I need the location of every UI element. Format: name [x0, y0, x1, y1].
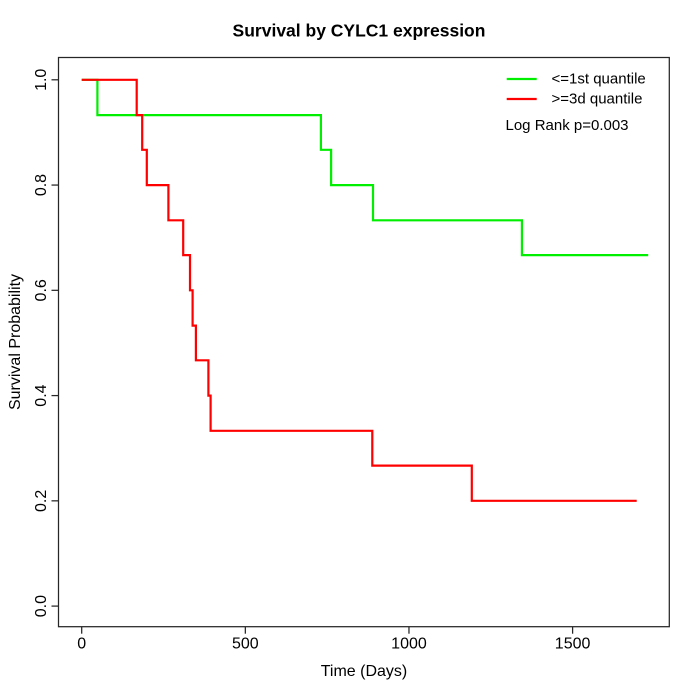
y-axis-label: Survival Probability	[7, 273, 24, 411]
y-axis-tick-label: 0.4	[33, 384, 50, 406]
y-axis-tick-label: 0.0	[33, 595, 50, 617]
x-axis-tick-label: 1500	[555, 636, 591, 653]
chart-title: Survival by CYLC1 expression	[232, 20, 486, 41]
x-axis-tick-label: 500	[232, 636, 259, 653]
survival-curve-low	[81, 78, 649, 257]
plot-frame	[57, 56, 670, 628]
legend-label: >=3d quantile	[552, 91, 643, 108]
x-axis-tick-label: 0	[77, 636, 86, 653]
y-axis-tick-label: 1.0	[33, 69, 50, 91]
y-axis-tick-label: 0.2	[33, 490, 50, 512]
legend-label: <=1st quantile	[552, 71, 646, 88]
log-rank-annotation: Log Rank p=0.003	[506, 117, 629, 134]
survival-curve-high	[81, 78, 637, 502]
y-axis-tick-label: 0.6	[33, 279, 50, 301]
y-axis-tick-label: 0.8	[33, 174, 50, 196]
x-axis-label: Time (Days)	[320, 663, 408, 680]
x-axis-tick-label: 1000	[391, 636, 427, 653]
